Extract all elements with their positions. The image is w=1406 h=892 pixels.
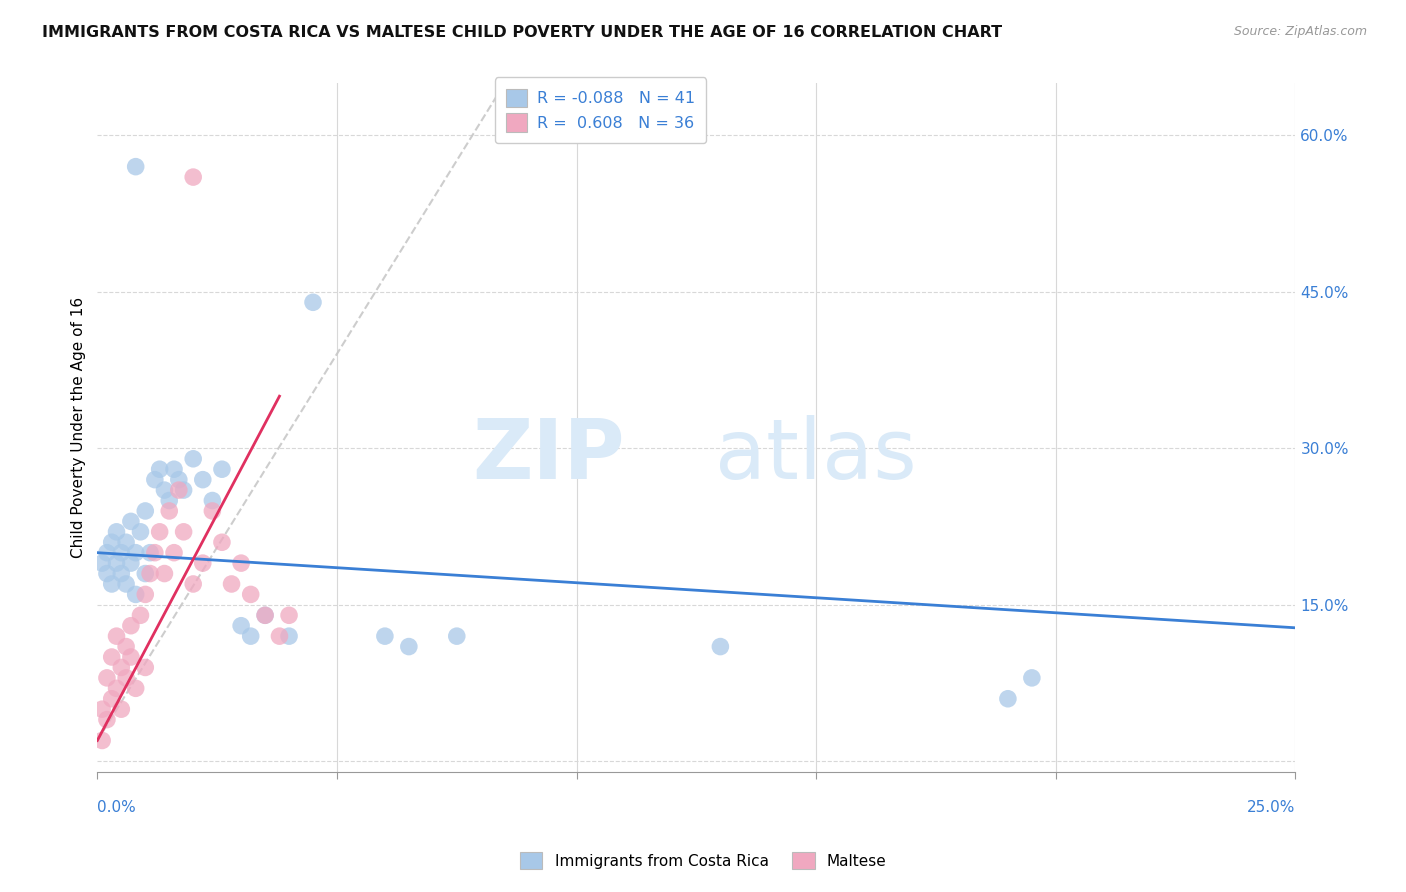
Point (134, 587, 156, 601)
Point (125, 546, 148, 560)
Point (120, 556, 142, 570)
Point (110, 660, 132, 674)
Point (167, 473, 190, 487)
Point (125, 160, 148, 174)
Point (211, 535, 233, 549)
Point (149, 462, 172, 476)
Point (211, 462, 233, 476)
Point (181, 451, 204, 466)
Point (115, 640, 138, 654)
Point (446, 629, 468, 643)
Point (134, 566, 156, 581)
Text: atlas: atlas (716, 415, 917, 496)
Point (110, 566, 132, 581)
Point (229, 556, 252, 570)
Legend: Immigrants from Costa Rica, Maltese: Immigrants from Costa Rica, Maltese (513, 846, 893, 875)
Point (143, 546, 166, 560)
Point (115, 671, 138, 685)
Point (181, 577, 204, 591)
Point (100, 577, 122, 591)
Point (125, 587, 148, 601)
Point (398, 640, 420, 654)
Point (120, 618, 142, 632)
Point (374, 629, 396, 643)
Point (1021, 671, 1043, 685)
Text: 0.0%: 0.0% (97, 799, 136, 814)
Point (239, 629, 262, 643)
Point (139, 566, 162, 581)
Point (96, 713, 118, 727)
Point (278, 608, 301, 623)
Point (134, 660, 156, 674)
Point (269, 629, 291, 643)
Point (278, 629, 301, 643)
Point (143, 473, 166, 487)
Point (100, 535, 122, 549)
Text: Source: ZipAtlas.com: Source: ZipAtlas.com (1233, 25, 1367, 38)
Point (100, 650, 122, 665)
Point (173, 524, 195, 539)
Point (254, 608, 277, 623)
Point (115, 577, 138, 591)
Point (181, 170, 204, 185)
Point (129, 524, 152, 539)
Point (105, 681, 128, 696)
Point (91, 556, 114, 570)
Point (125, 681, 148, 696)
Point (115, 535, 138, 549)
Point (100, 691, 122, 706)
Point (129, 608, 152, 623)
Y-axis label: Child Poverty Under the Age of 16: Child Poverty Under the Age of 16 (72, 297, 86, 558)
Point (163, 546, 186, 560)
Point (91, 733, 114, 747)
Point (201, 504, 224, 518)
Point (105, 524, 128, 539)
Point (163, 462, 186, 476)
Point (134, 504, 156, 518)
Text: 25.0%: 25.0% (1247, 799, 1295, 814)
Point (139, 546, 162, 560)
Point (709, 640, 731, 654)
Point (120, 515, 142, 529)
Point (96, 566, 118, 581)
Point (191, 556, 214, 570)
Point (96, 671, 118, 685)
Point (149, 524, 172, 539)
Point (153, 566, 176, 581)
Point (997, 691, 1019, 706)
Point (302, 295, 325, 310)
Point (221, 577, 243, 591)
Text: IMMIGRANTS FROM COSTA RICA VS MALTESE CHILD POVERTY UNDER THE AGE OF 16 CORRELAT: IMMIGRANTS FROM COSTA RICA VS MALTESE CH… (42, 25, 1002, 40)
Point (173, 483, 195, 497)
Text: ZIP: ZIP (472, 415, 624, 496)
Point (91, 702, 114, 716)
Point (96, 546, 118, 560)
Point (239, 587, 262, 601)
Legend: R = -0.088   N = 41, R =  0.608   N = 36: R = -0.088 N = 41, R = 0.608 N = 36 (495, 78, 706, 143)
Point (105, 629, 128, 643)
Point (110, 546, 132, 560)
Point (157, 504, 180, 518)
Point (157, 493, 180, 508)
Point (167, 483, 190, 497)
Point (229, 618, 252, 632)
Point (153, 483, 176, 497)
Point (120, 650, 142, 665)
Point (254, 608, 277, 623)
Point (191, 473, 214, 487)
Point (110, 702, 132, 716)
Point (105, 556, 128, 570)
Point (201, 493, 224, 508)
